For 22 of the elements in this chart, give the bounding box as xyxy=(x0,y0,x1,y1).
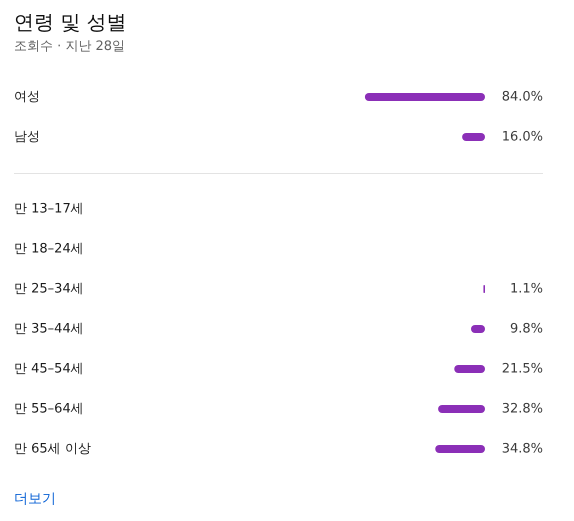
data-label: 1.1% xyxy=(510,282,543,296)
text: 더보기 xyxy=(14,491,56,507)
bar xyxy=(438,405,485,413)
data-label: 84.0% xyxy=(502,90,543,104)
data-label: 32.8% xyxy=(502,402,543,416)
y-tick-label: 만 35–44세 xyxy=(14,322,84,336)
y-tick-label: 만 25–34세 xyxy=(14,282,84,296)
y-tick-label: 만 65세 이상 xyxy=(14,442,91,456)
bar xyxy=(435,445,485,453)
y-tick-label: 남성 xyxy=(14,130,40,144)
y-tick-label: 만 18–24세 xyxy=(14,242,84,256)
bar xyxy=(454,365,485,373)
data-label: 9.8% xyxy=(510,322,543,336)
data-label: 16.0% xyxy=(502,130,543,144)
y-tick-label: 만 45–54세 xyxy=(14,362,84,376)
y-tick-label: 만 13–17세 xyxy=(14,202,84,216)
text: 연령 및 성별 xyxy=(14,10,127,34)
text: 조회수 · 지난 28일 xyxy=(14,39,126,54)
y-tick-label: 만 55–64세 xyxy=(14,402,84,416)
y-tick-label: 여성 xyxy=(14,90,40,104)
data-label: 34.8% xyxy=(502,442,543,456)
data-label: 21.5% xyxy=(502,362,543,376)
